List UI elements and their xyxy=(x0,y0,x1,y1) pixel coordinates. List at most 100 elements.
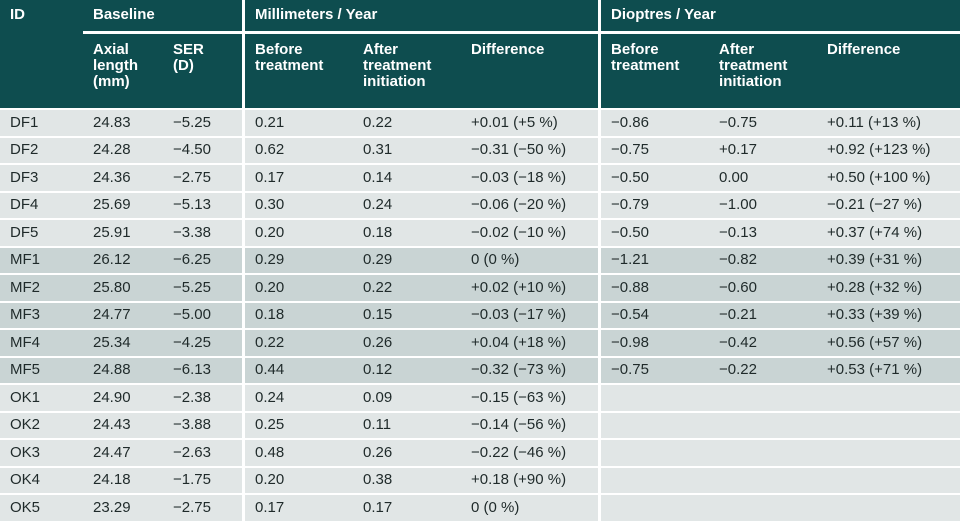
cell-d-before: −0.50 xyxy=(601,163,710,191)
cell-id: OK3 xyxy=(0,438,83,466)
cell-mm-after: 0.31 xyxy=(353,135,462,163)
cell-mm-after: 0.17 xyxy=(353,493,462,521)
cell-axial: 25.91 xyxy=(83,218,163,246)
cell-ser: −2.75 xyxy=(163,163,246,191)
table-row: DF3 24.36 −2.75 0.17 0.14 −0.03 (−18 %) −0.50 0… xyxy=(0,163,960,191)
cell-axial: 24.90 xyxy=(83,383,163,411)
cell-d-before: −0.86 xyxy=(601,108,710,136)
cell-d-diff: +0.56 (+57 %) xyxy=(817,328,960,356)
cell-ser: −6.13 xyxy=(163,355,246,383)
cell-id: OK1 xyxy=(0,383,83,411)
header-d-after-line2: treatment xyxy=(719,57,788,74)
cell-d-before: −1.21 xyxy=(601,245,710,273)
cell-ser: −4.25 xyxy=(163,328,246,356)
cell-axial: 25.80 xyxy=(83,273,163,301)
cell-mm-before: 0.20 xyxy=(245,273,354,301)
cell-ser: −2.63 xyxy=(163,438,246,466)
cell-mm-after: 0.14 xyxy=(353,163,462,191)
table-row: MF5 24.88 −6.13 0.44 0.12 −0.32 (−73 %) −0.75−… xyxy=(0,355,960,383)
cell-d-before xyxy=(601,465,710,493)
cell-axial: 25.69 xyxy=(83,190,163,218)
header-d-before-line1: Before xyxy=(611,41,659,58)
cell-d-after: −0.42 xyxy=(709,328,818,356)
header-d-before: Before treatment xyxy=(601,34,710,108)
cell-id: OK4 xyxy=(0,465,83,493)
cell-d-after xyxy=(709,383,818,411)
header-millimeters-per-year: Millimeters / Year xyxy=(245,0,602,34)
cell-mm-before: 0.17 xyxy=(245,163,354,191)
cell-mm-diff: +0.18 (+90 %) xyxy=(461,465,602,493)
header-baseline: Baseline xyxy=(83,0,246,34)
cell-mm-diff: −0.22 (−46 %) xyxy=(461,438,602,466)
cell-mm-diff: 0 (0 %) xyxy=(461,493,602,521)
header-dioptres-per-year: Dioptres / Year xyxy=(601,0,960,34)
cell-mm-before: 0.17 xyxy=(245,493,354,521)
cell-d-after: −1.00 xyxy=(709,190,818,218)
table-row: DF5 25.91 −3.38 0.20 0.18 −0.02 (−10 %) −0.50−… xyxy=(0,218,960,246)
header-axial-length: Axial length (mm) xyxy=(83,34,163,108)
cell-id: MF5 xyxy=(0,355,83,383)
cell-axial: 24.47 xyxy=(83,438,163,466)
cell-d-before: −0.75 xyxy=(601,135,710,163)
cell-mm-diff: 0 (0 %) xyxy=(461,245,602,273)
header-d-difference: Difference xyxy=(817,34,960,108)
cell-d-diff: −0.21 (−27 %) xyxy=(817,190,960,218)
cell-mm-before: 0.29 xyxy=(245,245,354,273)
cell-axial: 24.28 xyxy=(83,135,163,163)
cell-mm-before: 0.25 xyxy=(245,410,354,438)
header-ser-line1: SER xyxy=(173,41,204,58)
cell-ser: −5.25 xyxy=(163,273,246,301)
cell-d-diff: +0.92 (+123 %) xyxy=(817,135,960,163)
cell-mm-diff: −0.15 (−63 %) xyxy=(461,383,602,411)
cell-d-after: −0.22 xyxy=(709,355,818,383)
header-mm-after-line2: treatment xyxy=(363,57,432,74)
cell-mm-before: 0.21 xyxy=(245,108,354,136)
cell-id: MF1 xyxy=(0,245,83,273)
header-id: ID xyxy=(0,0,83,108)
cell-d-diff: +0.53 (+71 %) xyxy=(817,355,960,383)
cell-d-diff xyxy=(817,493,960,521)
cell-mm-before: 0.24 xyxy=(245,383,354,411)
cell-mm-after: 0.09 xyxy=(353,383,462,411)
table-row: DF1 24.83 −5.25 0.21 0.22 +0.01 (+5 %) −0.86 −0… xyxy=(0,108,960,136)
cell-d-diff: +0.33 (+39 %) xyxy=(817,300,960,328)
header-mm-after: After treatment initiation xyxy=(353,34,462,108)
cell-d-after xyxy=(709,465,818,493)
header-d-after: After treatment initiation xyxy=(709,34,818,108)
cell-ser: −2.75 xyxy=(163,493,246,521)
header-d-after-line1: After xyxy=(719,41,755,58)
cell-axial: 26.12 xyxy=(83,245,163,273)
cell-mm-after: 0.26 xyxy=(353,438,462,466)
cell-id: MF2 xyxy=(0,273,83,301)
header-axial-length-line3: (mm) xyxy=(93,73,130,90)
cell-d-after xyxy=(709,438,818,466)
cell-mm-diff: −0.03 (−18 %) xyxy=(461,163,602,191)
cell-ser: −5.00 xyxy=(163,300,246,328)
header-mm-after-line3: initiation xyxy=(363,73,426,90)
cell-mm-before: 0.20 xyxy=(245,465,354,493)
cell-d-after: 0.00 xyxy=(709,163,818,191)
cell-d-diff xyxy=(817,438,960,466)
cell-ser: −2.38 xyxy=(163,383,246,411)
cell-id: MF3 xyxy=(0,300,83,328)
cell-mm-diff: −0.02 (−10 %) xyxy=(461,218,602,246)
cell-d-diff xyxy=(817,410,960,438)
cell-ser: −3.38 xyxy=(163,218,246,246)
cell-d-after xyxy=(709,410,818,438)
cell-mm-diff: +0.04 (+18 %) xyxy=(461,328,602,356)
cell-id: DF5 xyxy=(0,218,83,246)
cell-d-after: −0.60 xyxy=(709,273,818,301)
table-row: MF1 26.12 −6.25 0.29 0.29 0 (0 %) −1.21 −0.82 +0… xyxy=(0,245,960,273)
cell-d-before xyxy=(601,383,710,411)
cell-mm-after: 0.29 xyxy=(353,245,462,273)
table-body: DF1 24.83 −5.25 0.21 0.22 +0.01 (+5 %) −0.86 −0… xyxy=(0,108,960,521)
table-row: MF4 25.34 −4.25 0.22 0.26 +0.04 (+18 %) −0.98−… xyxy=(0,328,960,356)
cell-d-after xyxy=(709,493,818,521)
cell-mm-after: 0.12 xyxy=(353,355,462,383)
table-row: DF4 25.69 −5.13 0.30 0.24 −0.06 (−20 %) −0.79−… xyxy=(0,190,960,218)
cell-d-diff: +0.11 (+13 %) xyxy=(817,108,960,136)
cell-d-before xyxy=(601,410,710,438)
cell-id: DF3 xyxy=(0,163,83,191)
cell-mm-after: 0.22 xyxy=(353,273,462,301)
